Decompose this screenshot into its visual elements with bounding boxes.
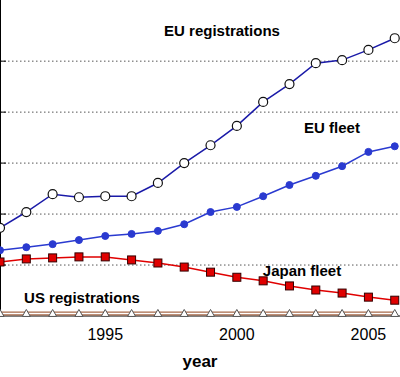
marker	[128, 230, 135, 237]
marker	[0, 247, 4, 254]
marker	[233, 273, 241, 281]
marker	[286, 182, 293, 189]
marker	[180, 263, 188, 271]
marker	[75, 237, 82, 244]
marker	[233, 309, 241, 316]
marker	[259, 309, 267, 316]
marker	[154, 259, 162, 267]
marker	[207, 209, 214, 216]
marker	[364, 293, 372, 301]
marker	[128, 256, 136, 264]
marker	[312, 286, 320, 294]
x-tick-label: 2005	[351, 326, 387, 343]
series-label: US registrations	[24, 289, 140, 306]
series-label: EU registrations	[164, 22, 280, 39]
marker	[128, 309, 136, 316]
y-tick	[0, 163, 6, 164]
marker	[364, 309, 372, 316]
marker	[311, 59, 320, 68]
marker	[101, 192, 110, 201]
chart: 1995 2000 2005 year EU registrations EU fleet…	[0, 0, 400, 377]
marker	[285, 309, 293, 316]
marker	[260, 193, 267, 200]
grid-line	[0, 214, 400, 215]
y-axis	[0, 0, 1, 316]
series-line	[0, 146, 395, 250]
marker	[153, 178, 162, 187]
marker	[101, 309, 109, 316]
marker	[49, 241, 56, 248]
marker	[127, 192, 136, 201]
marker	[207, 268, 215, 276]
marker	[338, 289, 346, 297]
y-tick	[0, 112, 6, 113]
marker	[206, 141, 215, 150]
marker	[365, 148, 372, 155]
marker	[390, 34, 399, 43]
marker	[75, 309, 83, 316]
marker	[207, 309, 215, 316]
marker	[75, 253, 83, 261]
x-tick-label: 2000	[219, 326, 255, 343]
marker	[49, 254, 57, 262]
marker	[48, 190, 57, 199]
marker	[180, 159, 189, 168]
marker	[0, 223, 5, 232]
marker	[74, 193, 83, 202]
marker	[181, 221, 188, 228]
marker	[22, 255, 30, 263]
marker	[49, 309, 57, 316]
x-tick-label: 1995	[87, 326, 123, 343]
marker	[339, 163, 346, 170]
grid-line	[0, 112, 400, 113]
marker	[22, 208, 31, 217]
marker	[23, 244, 30, 251]
marker	[259, 97, 268, 106]
marker	[232, 121, 241, 130]
marker	[0, 258, 4, 266]
series-line-inner	[0, 313, 395, 315]
series-label: Japan fleet	[263, 262, 341, 279]
marker	[154, 309, 162, 316]
series-line	[0, 38, 395, 228]
marker	[101, 253, 109, 261]
marker	[233, 203, 240, 210]
marker	[154, 227, 161, 234]
marker	[312, 309, 320, 316]
marker	[102, 232, 109, 239]
marker	[22, 309, 30, 316]
marker	[391, 143, 398, 150]
marker	[285, 80, 294, 89]
marker	[364, 45, 373, 54]
y-tick	[0, 61, 6, 62]
series-line-outer	[0, 312, 395, 316]
series-label: EU fleet	[304, 119, 360, 136]
marker	[338, 56, 347, 65]
y-tick	[0, 214, 6, 215]
marker	[391, 309, 399, 316]
marker	[285, 282, 293, 290]
marker	[180, 309, 188, 316]
plot-area	[0, 34, 399, 317]
x-axis-label: year	[183, 352, 218, 371]
marker	[338, 309, 346, 316]
marker	[312, 172, 319, 179]
marker	[0, 309, 4, 316]
marker	[391, 296, 399, 304]
